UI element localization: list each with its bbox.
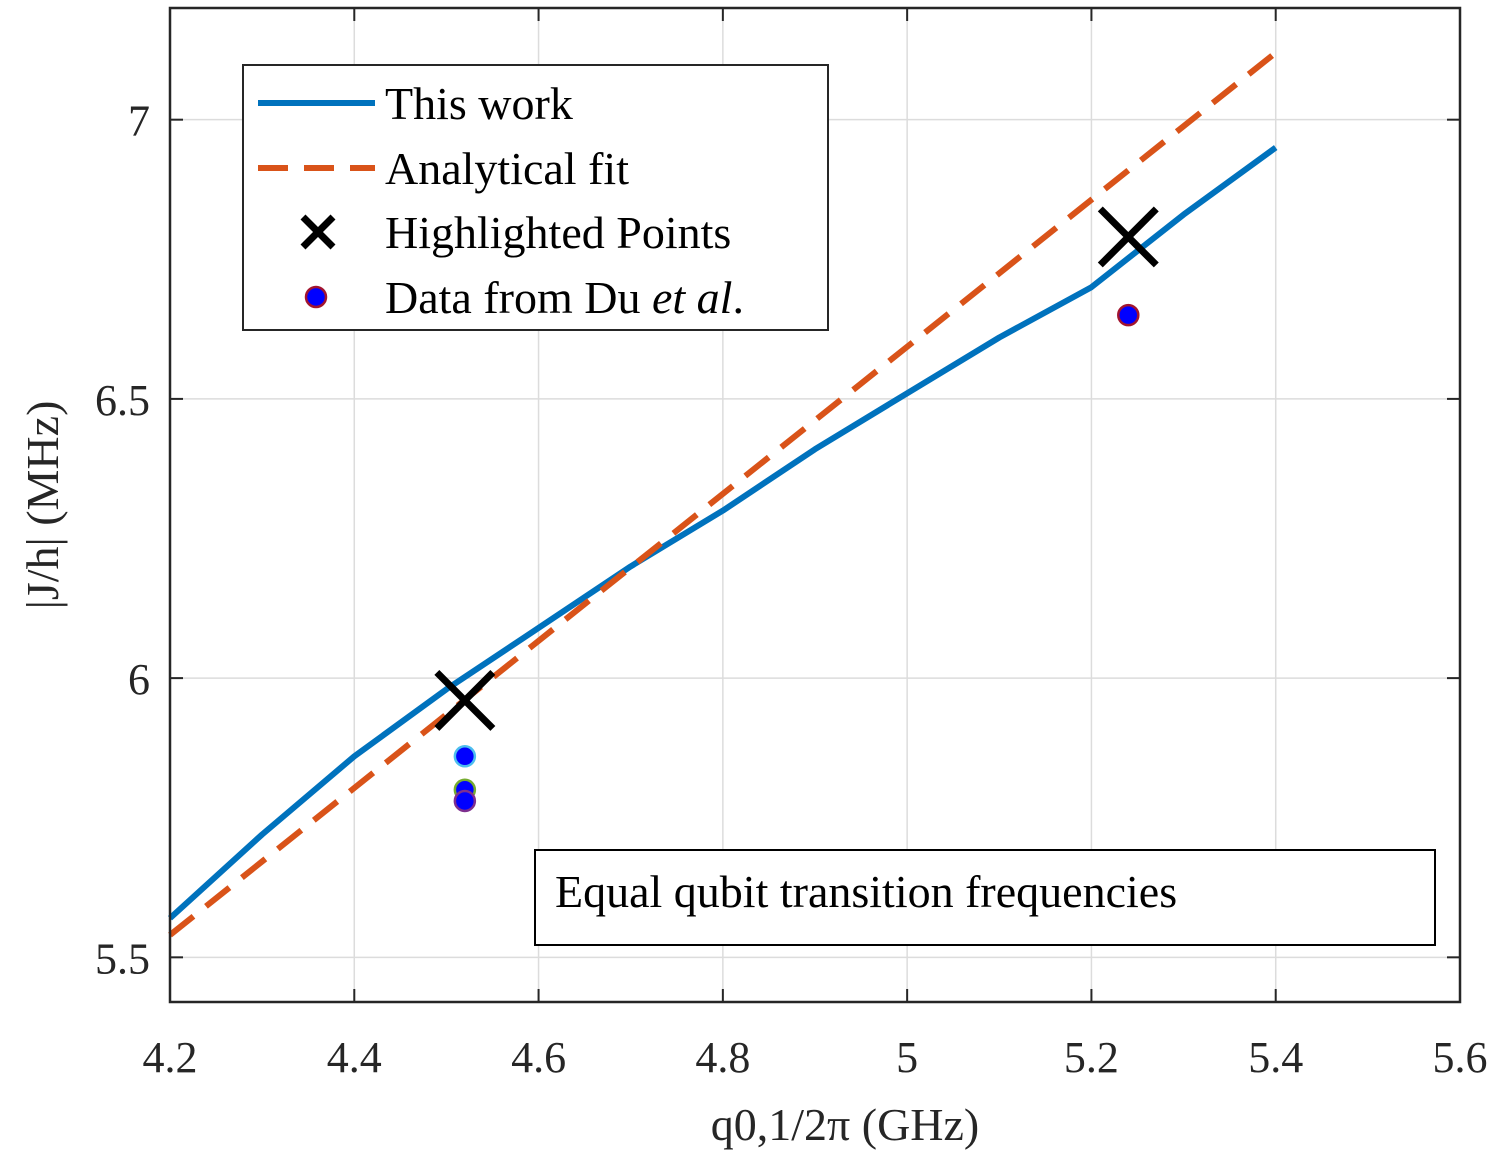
legend-box bbox=[242, 64, 829, 331]
highlight-x-marker bbox=[300, 214, 336, 250]
axis-ticks: 4.2 4.4 4.6 4.8 5 5.2 5.4 5.6 5.5 6 6.5 7 bbox=[95, 8, 1488, 1082]
highlight-x-marker bbox=[1097, 206, 1159, 268]
x-tick-label: 4.2 bbox=[143, 1033, 198, 1082]
plot-area bbox=[167, 50, 1278, 938]
y-tick-label: 7 bbox=[128, 97, 150, 146]
du-data-point bbox=[453, 789, 477, 813]
legend-item: Highlighted Points bbox=[300, 207, 731, 258]
legend-label: Highlighted Points bbox=[385, 207, 731, 258]
legend-label: Analytical fit bbox=[385, 143, 629, 194]
x-tick-label: 5.4 bbox=[1248, 1033, 1303, 1082]
x-tick-label: 4.8 bbox=[695, 1033, 750, 1082]
du-data-point bbox=[1117, 303, 1140, 327]
y-tick-label: 6 bbox=[128, 655, 150, 704]
annotation-text: Equal qubit transition frequencies bbox=[555, 866, 1177, 917]
this-work-line bbox=[167, 145, 1278, 921]
y-axis-label: |J/h| (MHz) bbox=[17, 401, 68, 610]
legend-item: Data from Du et al. bbox=[304, 272, 744, 323]
highlight-x-marker bbox=[434, 669, 496, 731]
x-tick-label: 5.6 bbox=[1433, 1033, 1488, 1082]
legend-label: Data from Du et al. bbox=[385, 272, 744, 323]
legend-swatch bbox=[304, 285, 328, 309]
annotation-frame bbox=[534, 849, 1436, 946]
x-axis-label: q0,1/2π (GHz) bbox=[711, 1099, 980, 1150]
legend: This work Analytical fit Highlighted Point… bbox=[242, 64, 829, 331]
x-tick-label: 4.4 bbox=[327, 1033, 382, 1082]
x-tick-label: 5.2 bbox=[1064, 1033, 1119, 1082]
annotation-box: Equal qubit transition frequencies bbox=[534, 849, 1436, 946]
y-tick-label: 6.5 bbox=[95, 376, 150, 425]
legend-item: This work bbox=[258, 78, 573, 129]
x-tick-label: 4.6 bbox=[511, 1033, 566, 1082]
y-tick-label: 5.5 bbox=[95, 934, 150, 983]
analytical-fit-line bbox=[168, 50, 1278, 938]
legend-label: This work bbox=[385, 78, 573, 129]
legend-item: Analytical fit bbox=[258, 143, 629, 194]
x-tick-label: 5 bbox=[896, 1033, 918, 1082]
axes-frame bbox=[168, 6, 1462, 1004]
du-data-point bbox=[453, 745, 477, 768]
